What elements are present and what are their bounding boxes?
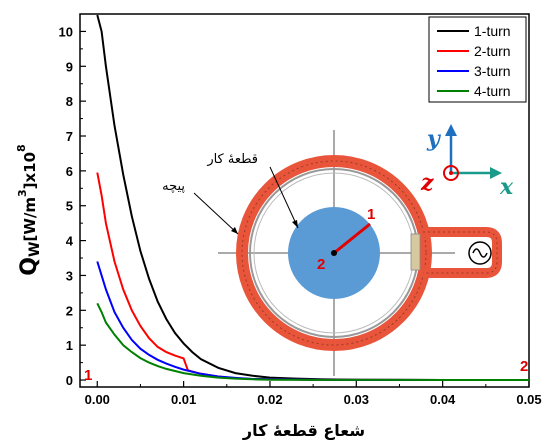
triad-z-dot	[449, 171, 453, 175]
triad-y-arrowhead	[445, 124, 457, 136]
y-tick-label: 5	[66, 199, 73, 214]
plot-point-1-label: 1	[84, 367, 92, 384]
y-tick-label: 6	[66, 164, 73, 179]
inset-point-2-label: 2	[317, 256, 325, 273]
plot-point-2-label: 2	[520, 358, 528, 375]
x-axis-title: شعاع قطعهٔ کار	[242, 421, 365, 440]
coil-workpiece-diagram: 1 2 قطعهٔ کار پیچه y z x	[162, 124, 514, 376]
y-tick-label: 9	[66, 59, 73, 74]
y-title-tail: ]x10	[21, 152, 39, 189]
y-tick-label: 7	[66, 129, 73, 144]
y-tick-label: 3	[66, 268, 73, 283]
y-title-unit: [W/m	[21, 197, 39, 242]
x-tick-label: 0.00	[85, 392, 110, 407]
triad-x-arrowhead	[490, 167, 502, 179]
y-tick-label: 4	[66, 234, 74, 249]
x-tick-label: 0.02	[257, 392, 282, 407]
legend-label-1-turn: 1-turn	[474, 23, 511, 39]
triad-z-label: z	[420, 170, 434, 196]
svg-text:QW[W/m3]x108: QW[W/m3]x108	[15, 144, 43, 275]
workpiece-label: قطعهٔ کار	[206, 152, 258, 167]
x-tick-labels: 0.00 0.01 0.02 0.03 0.04 0.05	[85, 392, 542, 407]
triad-y-label: y	[426, 126, 442, 152]
y-title-exp: 8	[15, 144, 28, 152]
y-axis-title: QW[W/m3]x108	[15, 144, 43, 275]
coil-arrowhead	[231, 227, 238, 234]
coil-leads-turns	[423, 231, 498, 274]
ac-sine-glyph	[472, 248, 488, 258]
legend: 1-turn 2-turn 3-turn 4-turn	[428, 16, 527, 103]
y-title-pow: 3	[16, 189, 29, 197]
workpiece-pointer	[269, 166, 299, 229]
x-tick-label: 0.03	[344, 392, 369, 407]
y-tick-label: 0	[66, 373, 73, 388]
y-tick-labels: 0 1 2 3 4 5 6 7 8 9 10	[59, 24, 74, 388]
legend-label-2-turn: 2-turn	[474, 43, 511, 59]
y-tick-label: 1	[66, 338, 73, 353]
legend-label-3-turn: 3-turn	[474, 63, 511, 79]
x-tick-label: 0.05	[516, 392, 541, 407]
center-point	[331, 250, 337, 256]
y-tick-label: 2	[66, 303, 73, 318]
series-lines	[96, 14, 529, 381]
workpiece-arrowhead	[292, 220, 298, 228]
triad-z-icon	[443, 165, 459, 181]
y-title-sub: W	[27, 242, 43, 257]
plot-frame	[79, 13, 530, 388]
coil-pointer	[193, 192, 239, 235]
x-tick-label: 0.04	[430, 392, 456, 407]
inset-point-1-label: 1	[367, 206, 375, 223]
coil-ring-turns	[241, 160, 427, 346]
coil-connector	[410, 233, 421, 271]
series-line-4-turn	[96, 302, 529, 381]
y-tick-label: 8	[66, 94, 73, 109]
radius-line	[333, 222, 371, 255]
x-tick-label: 0.01	[171, 392, 196, 407]
legend-label-4-turn: 4-turn	[474, 83, 511, 99]
coil-label: پیچه	[162, 179, 185, 194]
y-title-q: Q	[17, 257, 42, 276]
tick-marks	[80, 13, 530, 387]
triad-x-label: x	[499, 174, 514, 200]
y-tick-label: 10	[59, 24, 73, 39]
